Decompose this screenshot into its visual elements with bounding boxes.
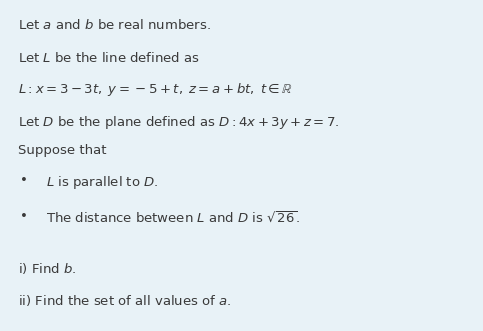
Text: $L : x = 3 - 3t, \; y = -5 + t, \; z = a + bt, \; t \in \mathbb{R}$: $L : x = 3 - 3t, \; y = -5 + t, \; z = a…: [18, 81, 293, 98]
Text: The distance between $L$ and $D$ is $\sqrt{26}$.: The distance between $L$ and $D$ is $\sq…: [46, 210, 300, 225]
Text: Suppose that: Suppose that: [18, 144, 107, 157]
Text: •: •: [20, 210, 28, 223]
Text: i) Find $b$.: i) Find $b$.: [18, 261, 77, 276]
Text: ii) Find the set of all values of $a$.: ii) Find the set of all values of $a$.: [18, 293, 232, 308]
Text: Let $a$ and $b$ be real numbers.: Let $a$ and $b$ be real numbers.: [18, 18, 211, 32]
Text: Let $D$ be the plane defined as $D : 4x + 3y + z = 7.$: Let $D$ be the plane defined as $D : 4x …: [18, 114, 340, 131]
Text: Let $L$ be the line defined as: Let $L$ be the line defined as: [18, 51, 200, 65]
Text: $L$ is parallel to $D$.: $L$ is parallel to $D$.: [46, 174, 158, 191]
Text: •: •: [20, 174, 28, 187]
